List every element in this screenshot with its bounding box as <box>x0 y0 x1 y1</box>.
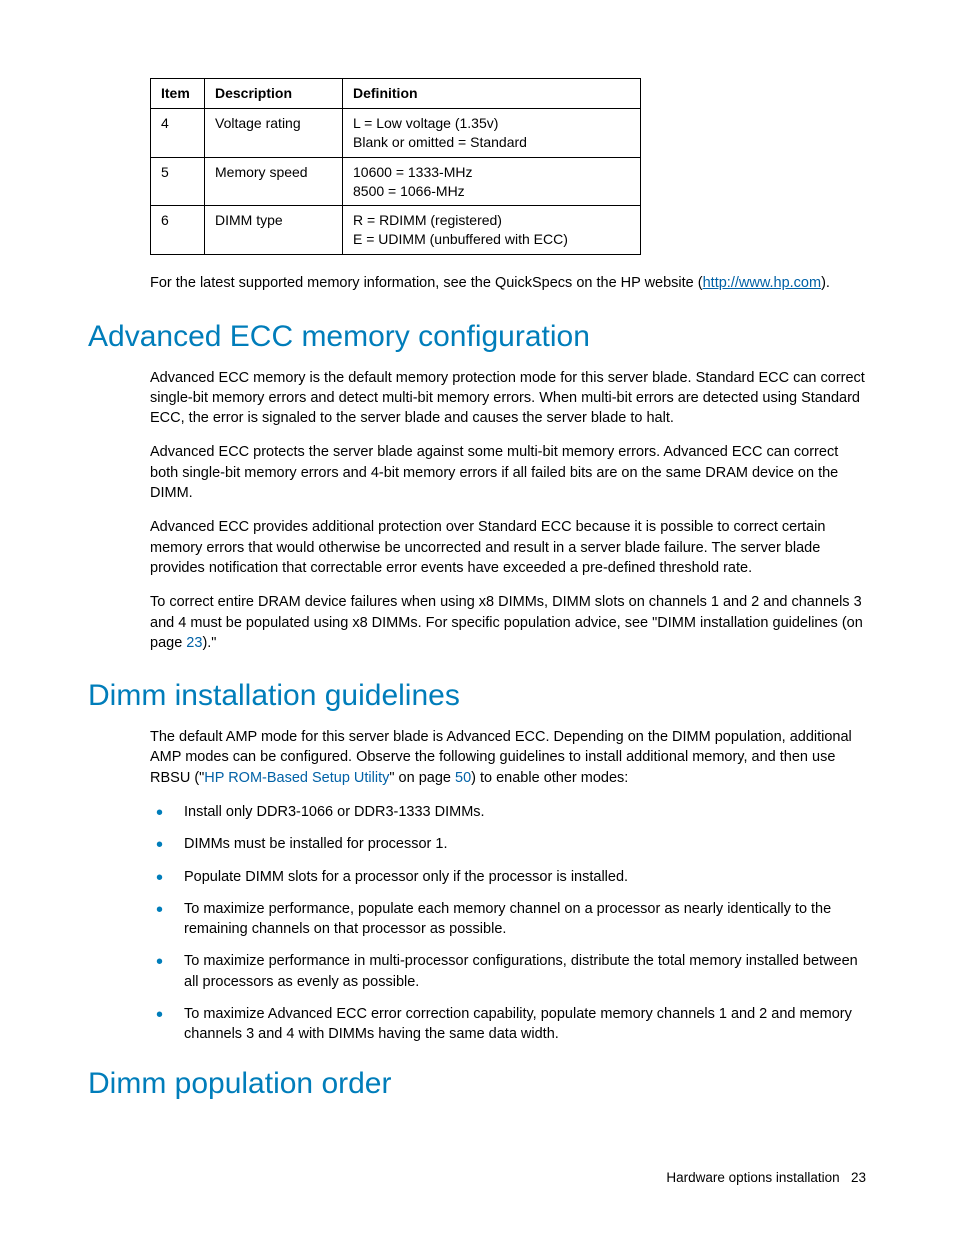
rbsu-xref[interactable]: HP ROM-Based Setup Utility <box>204 770 389 786</box>
dimm-install-intro: The default AMP mode for this server bla… <box>150 727 866 788</box>
table-row: 5Memory speed10600 = 1333-MHz8500 = 1066… <box>151 157 641 206</box>
table-body: 4Voltage ratingL = Low voltage (1.35v)Bl… <box>151 108 641 254</box>
cell-definition: R = RDIMM (registered)E = UDIMM (unbuffe… <box>343 206 641 255</box>
heading-advanced-ecc: Advanced ECC memory configuration <box>88 320 866 354</box>
cell-description: DIMM type <box>205 206 343 255</box>
dimm-identification-table: Item Description Definition 4Voltage rat… <box>150 78 641 255</box>
cell-description: Memory speed <box>205 157 343 206</box>
heading-dimm-installation: Dimm installation guidelines <box>88 679 866 713</box>
footer-section: Hardware options installation <box>666 1170 839 1185</box>
advanced-ecc-p1: Advanced ECC memory is the default memor… <box>150 368 866 429</box>
quickspecs-note-post: ). <box>821 275 830 291</box>
hp-website-link[interactable]: http://www.hp.com <box>703 275 821 291</box>
advanced-ecc-p4-post: )." <box>202 635 216 651</box>
col-header-description: Description <box>205 79 343 109</box>
list-item: To maximize Advanced ECC error correctio… <box>150 1004 866 1045</box>
quickspecs-note: For the latest supported memory informat… <box>150 273 866 293</box>
table-header-row: Item Description Definition <box>151 79 641 109</box>
table-row: 4Voltage ratingL = Low voltage (1.35v)Bl… <box>151 108 641 157</box>
guideline-list: Install only DDR3-1066 or DDR3-1333 DIMM… <box>150 802 866 1045</box>
advanced-ecc-p4-pre: To correct entire DRAM device failures w… <box>150 594 863 651</box>
advanced-ecc-p4: To correct entire DRAM device failures w… <box>150 592 866 653</box>
cell-description: Voltage rating <box>205 108 343 157</box>
list-item: To maximize performance, populate each m… <box>150 899 866 940</box>
col-header-definition: Definition <box>343 79 641 109</box>
cell-item: 4 <box>151 108 205 157</box>
table-row: 6DIMM typeR = RDIMM (registered)E = UDIM… <box>151 206 641 255</box>
advanced-ecc-p2: Advanced ECC protects the server blade a… <box>150 442 866 503</box>
footer-page: 23 <box>851 1170 866 1185</box>
advanced-ecc-p3: Advanced ECC provides additional protect… <box>150 517 866 578</box>
list-item: To maximize performance in multi-process… <box>150 951 866 992</box>
cell-definition: L = Low voltage (1.35v)Blank or omitted … <box>343 108 641 157</box>
page-xref-50[interactable]: 50 <box>455 770 471 786</box>
cell-item: 6 <box>151 206 205 255</box>
heading-dimm-population: Dimm population order <box>88 1067 866 1101</box>
dimm-install-intro-mid: " on page <box>389 770 455 786</box>
page-footer: Hardware options installation 23 <box>666 1170 866 1185</box>
list-item: DIMMs must be installed for processor 1. <box>150 834 866 854</box>
list-item: Populate DIMM slots for a processor only… <box>150 867 866 887</box>
list-item: Install only DDR3-1066 or DDR3-1333 DIMM… <box>150 802 866 822</box>
cell-item: 5 <box>151 157 205 206</box>
cell-definition: 10600 = 1333-MHz8500 = 1066-MHz <box>343 157 641 206</box>
col-header-item: Item <box>151 79 205 109</box>
page-xref-23[interactable]: 23 <box>186 635 202 651</box>
dimm-install-intro-post: ) to enable other modes: <box>471 770 628 786</box>
quickspecs-note-pre: For the latest supported memory informat… <box>150 275 703 291</box>
